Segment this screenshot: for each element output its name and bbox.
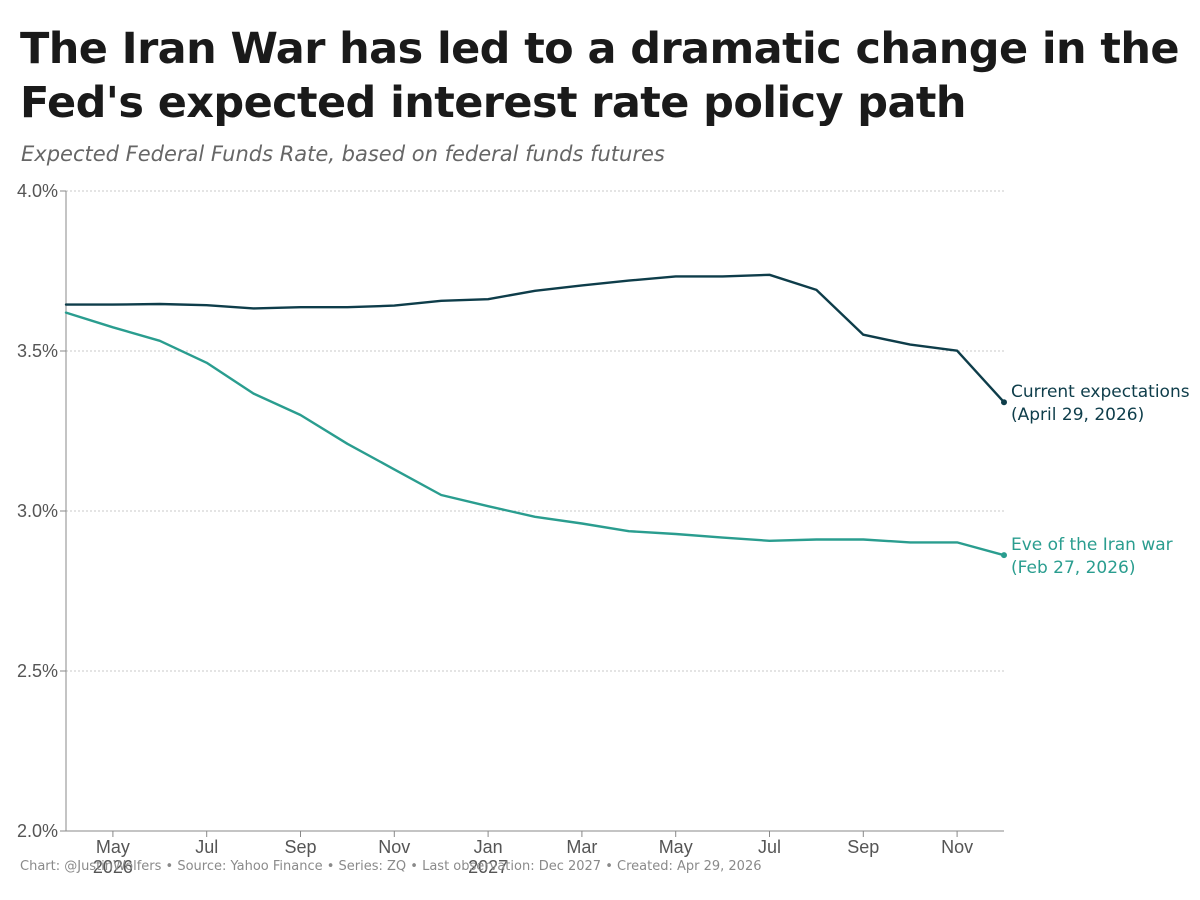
x-tick-label: May	[659, 837, 693, 857]
series	[64, 273, 1007, 559]
x-tick-label: Jul	[758, 837, 781, 857]
x-tick-label: Nov	[378, 837, 410, 857]
x-tick-label: Sep	[284, 837, 316, 857]
chart-title: The Iran War has led to a dramatic chang…	[20, 24, 1180, 128]
series-label-date-eve: (Feb 27, 2026)	[1011, 558, 1135, 578]
chart-caption: Chart: @JustinWolfers • Source: Yahoo Fi…	[20, 859, 762, 874]
series-label-current: Current expectations	[1011, 382, 1190, 402]
x-tick-label: Nov	[941, 837, 973, 857]
series-endpoint-eve	[1001, 552, 1007, 559]
gridlines	[66, 190, 1004, 672]
x-tick-label: Jan	[474, 837, 503, 857]
series-endpoint-current	[1001, 399, 1007, 406]
x-tick-year-label: 2027	[468, 857, 508, 877]
y-tick-label: 2.5%	[17, 661, 58, 681]
series-line-eve	[64, 311, 1006, 557]
series-label-date-current: (April 29, 2026)	[1011, 405, 1144, 425]
series-label-eve: Eve of the Iran war	[1011, 535, 1173, 555]
x-tick-label: Jul	[195, 837, 218, 857]
y-tick-label: 2.0%	[17, 821, 58, 841]
y-tick-label: 4.0%	[17, 181, 58, 201]
chart-subtitle: Expected Federal Funds Rate, based on fe…	[21, 142, 665, 166]
y-tick-label: 3.5%	[17, 341, 58, 361]
x-tick-label: Sep	[847, 837, 879, 857]
series-line-current	[64, 273, 1006, 404]
x-tick-label: May	[96, 837, 130, 857]
series-labels: Current expectations (April 29, 2026) Eve …	[1011, 382, 1190, 578]
y-tick-label: 3.0%	[17, 501, 58, 521]
x-tick-label: Mar	[566, 837, 597, 857]
x-tick-year-label: 2026	[93, 857, 133, 877]
